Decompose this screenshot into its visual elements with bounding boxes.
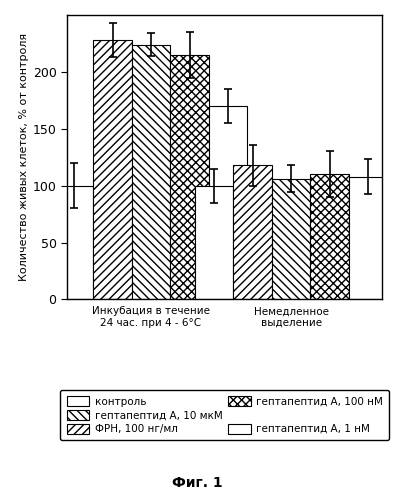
Bar	[93, 40, 132, 299]
Bar	[349, 177, 387, 299]
Bar	[209, 106, 247, 299]
Bar	[233, 165, 272, 299]
Bar	[55, 186, 93, 299]
Legend: контроль, гептапептид A, 10 мкМ, ФРН, 100 нг/мл, гептапептид A, 100 нМ, , гептап: контроль, гептапептид A, 10 мкМ, ФРН, 10…	[60, 390, 389, 440]
Y-axis label: Количество живых клеток, % от контроля: Количество живых клеток, % от контроля	[19, 33, 28, 281]
Text: Фиг. 1: Фиг. 1	[172, 476, 222, 490]
Bar	[132, 44, 170, 299]
Bar	[195, 186, 233, 299]
Bar	[310, 174, 349, 299]
Bar	[170, 55, 209, 299]
Bar	[272, 179, 310, 299]
